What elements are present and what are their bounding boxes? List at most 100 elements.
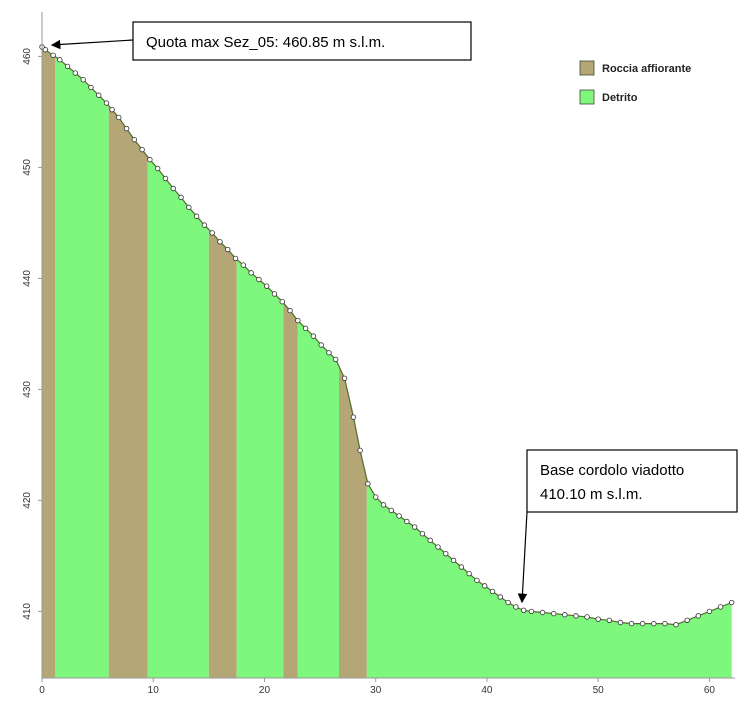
legend-label: Roccia affiorante [602, 63, 691, 75]
chart: 0102030405060410420430440450460Roccia af… [0, 0, 742, 707]
profile-point [272, 292, 277, 297]
profile-point [596, 617, 601, 622]
profile-point [187, 205, 192, 210]
profile-point [629, 621, 634, 626]
profile-point [303, 326, 308, 331]
profile-point [663, 621, 668, 626]
profile-point [685, 618, 690, 623]
profile-point [233, 256, 238, 261]
profile-point [163, 176, 168, 181]
profile-point [397, 514, 402, 519]
profile-point [116, 115, 121, 120]
zone [298, 12, 339, 678]
profile-point [405, 519, 410, 524]
profile-point [124, 126, 129, 131]
annotation-arrow [52, 40, 133, 45]
zone [339, 12, 367, 678]
profile-point [475, 578, 480, 583]
y-tick-label: 420 [22, 492, 33, 509]
profile-point [51, 53, 56, 58]
profile-point [311, 334, 316, 339]
zone [367, 12, 735, 678]
y-tick-label: 430 [22, 381, 33, 398]
annotation-text: Quota max Sez_05: 460.85 m s.l.m. [146, 34, 385, 51]
y-tick-label: 410 [22, 603, 33, 620]
profile-point [104, 101, 109, 106]
profile-point [288, 308, 293, 313]
annotation-arrow [522, 512, 527, 602]
profile-point [373, 495, 378, 500]
profile-point [225, 247, 230, 252]
x-tick-label: 20 [259, 685, 271, 696]
profile-point [574, 614, 579, 619]
profile-point [428, 538, 433, 543]
profile-point [96, 93, 101, 98]
profile-point [155, 166, 160, 171]
profile-point [498, 595, 503, 600]
profile-point [420, 531, 425, 536]
x-tick-label: 30 [370, 685, 382, 696]
legend-swatch [580, 90, 594, 104]
profile-point [381, 503, 386, 508]
zone [283, 12, 297, 678]
profile-point [351, 415, 356, 420]
y-tick-label: 460 [22, 48, 33, 65]
x-tick-label: 40 [481, 685, 493, 696]
profile-point [140, 147, 145, 152]
profile-point [640, 621, 645, 626]
profile-point [607, 618, 612, 623]
profile-point [327, 350, 332, 355]
profile-point [366, 481, 371, 486]
profile-point [451, 558, 456, 563]
annotation-text: Base cordolo viadotto [540, 462, 684, 479]
profile-point [467, 571, 472, 576]
profile-point [412, 525, 417, 530]
profile-point [132, 137, 137, 142]
profile-point [674, 622, 679, 627]
profile-point [718, 605, 723, 610]
profile-point [73, 71, 78, 76]
profile-point [210, 231, 215, 236]
profile-point [333, 357, 338, 362]
profile-point [81, 77, 86, 82]
legend-label: Detrito [602, 92, 638, 104]
y-tick-label: 450 [22, 159, 33, 176]
profile-point [65, 64, 70, 69]
profile-point [296, 318, 301, 323]
annotation-text: 410.10 m s.l.m. [540, 486, 643, 503]
profile-point [218, 239, 223, 244]
profile-point [490, 589, 495, 594]
zone [148, 12, 209, 678]
profile-point [257, 277, 262, 282]
x-tick-label: 0 [39, 685, 45, 696]
profile-point [389, 508, 394, 513]
profile-point [651, 621, 656, 626]
profile-point [696, 614, 701, 619]
profile-point [707, 609, 712, 614]
profile-point [540, 610, 545, 615]
profile-point [551, 611, 556, 616]
profile-point [194, 214, 199, 219]
zone [55, 12, 108, 678]
profile-point [585, 615, 590, 620]
x-tick-label: 50 [593, 685, 605, 696]
profile-point [482, 584, 487, 589]
profile-point [459, 565, 464, 570]
profile-point [319, 343, 324, 348]
zone [42, 12, 55, 678]
profile-point [506, 600, 511, 605]
profile-point [529, 609, 534, 614]
y-tick-label: 440 [22, 270, 33, 287]
profile-point [43, 47, 48, 52]
zone [209, 12, 237, 678]
profile-point [729, 600, 734, 605]
profile-point [148, 157, 153, 162]
profile-point [57, 57, 62, 62]
profile-point [110, 107, 115, 112]
profile-point [280, 299, 285, 304]
profile-point [514, 605, 519, 610]
profile-point [521, 608, 526, 613]
profile-point [443, 551, 448, 556]
profile-point [358, 448, 363, 453]
profile-point [563, 612, 568, 617]
